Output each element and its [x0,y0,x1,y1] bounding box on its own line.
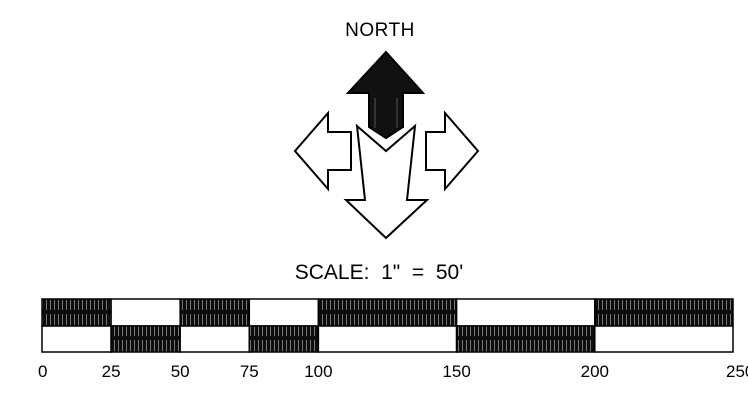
scale-segment-bottom-6 [594,325,734,353]
west-arrow-icon [293,110,352,192]
scale-segment-bottom-2 [179,325,251,353]
scale-title: SCALE: 1" = 50' [294,261,464,284]
scale-tick-label: 100 [304,362,333,381]
scale-tick-label: 0 [38,362,48,381]
scale-tick-label: 75 [239,362,259,381]
scale-tick-label: 200 [580,362,609,381]
scale-segment-top-2 [179,298,251,327]
south-arrow-icon [343,123,430,240]
north-label: NORTH [345,20,415,41]
scale-segment-bottom-0 [41,325,112,353]
east-arrow-icon [425,110,480,192]
scale-segment-bottom-5 [455,325,596,353]
scale-tick-label: 25 [101,362,121,381]
north-arrow-solid-icon [345,50,426,140]
scale-segment-bottom-4 [317,325,458,353]
scale-segment-top-1 [110,298,181,327]
scale-segment-top-4 [317,298,458,327]
scale-segment-top-5 [455,298,596,327]
scale-segment-top-0 [41,298,112,327]
scale-segment-top-3 [248,298,320,327]
scale-segment-top-6 [594,298,734,327]
scale-segment-bottom-1 [110,325,181,353]
scale-tick-label: 250 [726,362,748,381]
scale-tick-label: 150 [442,362,471,381]
scale-segment-bottom-3 [248,325,320,353]
scale-tick-label: 50 [170,362,190,381]
